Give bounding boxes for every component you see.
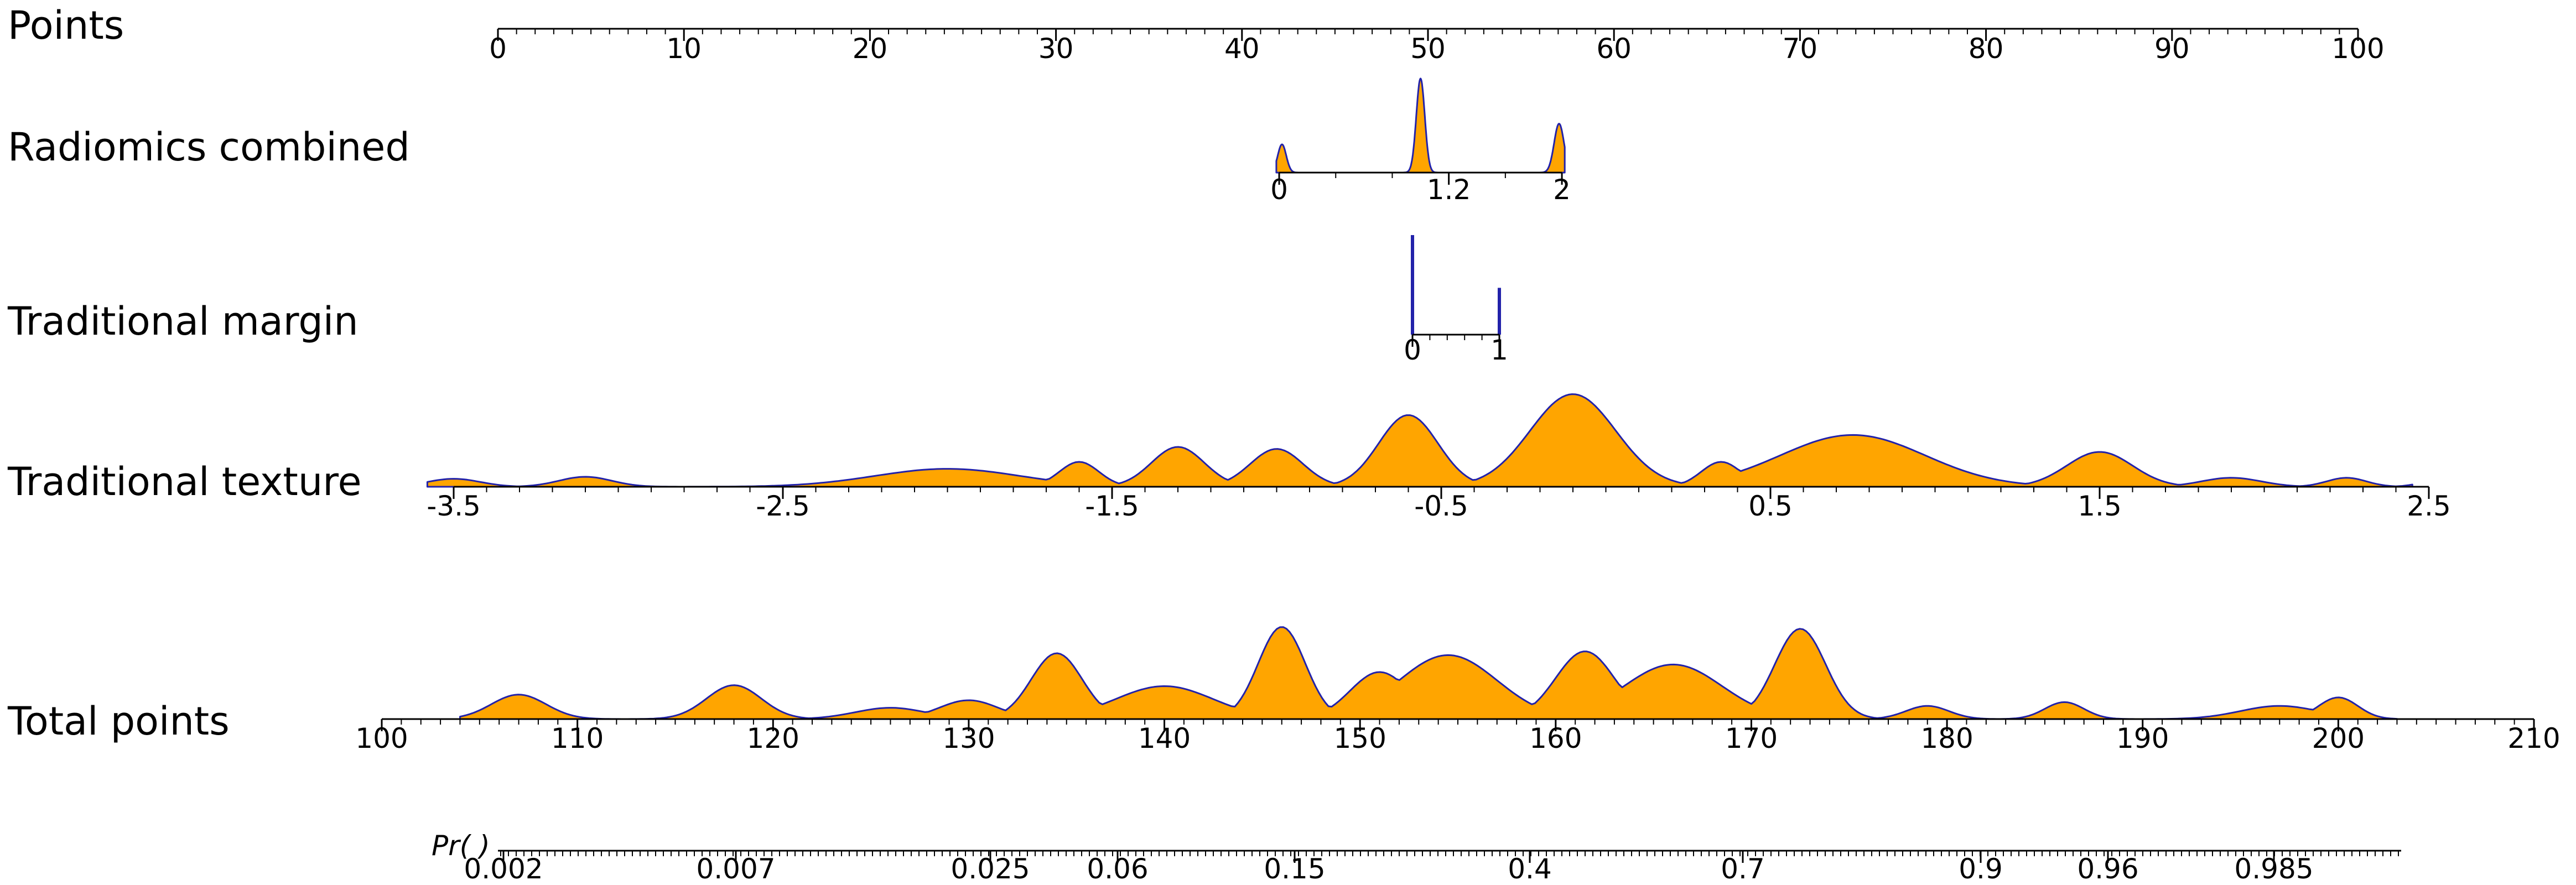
prob-tick-label: 0.002 [464, 853, 543, 885]
points-axis-tick-label: 60 [1596, 33, 1632, 65]
texture-axis-tick-label: 1.5 [2078, 490, 2122, 522]
radiomics-axis-tick-label: 0 [1270, 174, 1288, 206]
texture-axis-tick-label: -2.5 [756, 490, 810, 522]
prob-tick-label: 0.985 [2234, 853, 2313, 885]
total-axis-tick-label: 180 [1920, 722, 1973, 754]
total-axis-tick-label: 130 [942, 722, 995, 754]
row-label-points: Points [8, 3, 124, 48]
prob-tick-label: 0.15 [1264, 853, 1325, 885]
prob-tick-label: 0.4 [1508, 853, 1552, 885]
total-axis-tick-label: 170 [1725, 722, 1778, 754]
prob-tick-label: 0.06 [1087, 853, 1148, 885]
prob-tick-label: 0.96 [2077, 853, 2138, 885]
total-axis-tick-label: 150 [1333, 722, 1386, 754]
margin-axis-tick-label: 1 [1490, 334, 1508, 366]
points-axis-tick-label: 90 [2154, 33, 2190, 65]
total-axis-tick-label: 210 [2507, 722, 2560, 754]
radiomics-axis-tick-label: 2 [1553, 174, 1571, 206]
radiomics-density [1275, 77, 1566, 174]
prob-tick-label: 0.9 [1959, 853, 2003, 885]
points-axis-tick-label: 100 [2331, 33, 2384, 65]
row-label-prob: Pr( ) [432, 830, 490, 862]
row-label-radiomics: Radiomics combined [8, 124, 410, 170]
texture-axis-tick-label: 2.5 [2407, 490, 2451, 522]
row-label-texture: Traditional texture [7, 459, 362, 504]
total-axis-tick-label: 140 [1138, 722, 1191, 754]
points-axis-tick-label: 80 [1969, 33, 2004, 65]
points-axis-tick-label: 70 [1783, 33, 1818, 65]
texture-axis: -3.5 -2.5 -1.5 -0.5 0.5 1.5 2.5 [426, 393, 2451, 522]
points-axis-tick-label: 10 [666, 33, 702, 65]
row-label-total: Total points [7, 699, 230, 744]
radiomics-axis-tick-label: 1.2 [1427, 174, 1471, 206]
texture-density [426, 393, 2413, 488]
prob-tick-label: 0.007 [696, 853, 775, 885]
texture-axis-tick-label: -3.5 [427, 490, 481, 522]
total-axis-tick-label: 160 [1529, 722, 1582, 754]
total-axis-tick-label: 120 [747, 722, 799, 754]
points-axis: 0 10 20 30 40 50 60 70 80 90 100 [489, 28, 2385, 65]
total-axis: 100 110 120 130 140 150 160 170 180 190 200 210 [355, 626, 2561, 754]
total-axis-tick-label: 110 [551, 722, 604, 754]
total-axis-tick-label: 190 [2116, 722, 2169, 754]
prob-tick-label: 0.025 [951, 853, 1030, 885]
prob-tick-label: 0.7 [1721, 853, 1765, 885]
row-label-margin: Traditional margin [7, 299, 359, 344]
texture-axis-tick-label: -1.5 [1085, 490, 1139, 522]
points-axis-tick-label: 40 [1224, 33, 1260, 65]
points-axis-tick-label: 50 [1410, 33, 1446, 65]
texture-axis-tick-label: 0.5 [1748, 490, 1793, 522]
probability-axis: 0.002 0.007 0.025 0.06 0.15 0.4 0.7 0.9 0.96 0.98… [464, 850, 2401, 885]
margin-axis-tick-label: 0 [1404, 334, 1421, 366]
points-axis-tick-label: 20 [853, 33, 888, 65]
texture-axis-tick-label: -0.5 [1414, 490, 1468, 522]
total-density [459, 626, 2398, 720]
radiomics-axis: 0 1.2 2 [1270, 77, 1571, 206]
points-axis-tick-label: 0 [489, 33, 507, 65]
points-axis-tick-label: 30 [1038, 33, 1074, 65]
total-axis-tick-label: 200 [2312, 722, 2365, 754]
total-axis-tick-label: 100 [355, 722, 408, 754]
